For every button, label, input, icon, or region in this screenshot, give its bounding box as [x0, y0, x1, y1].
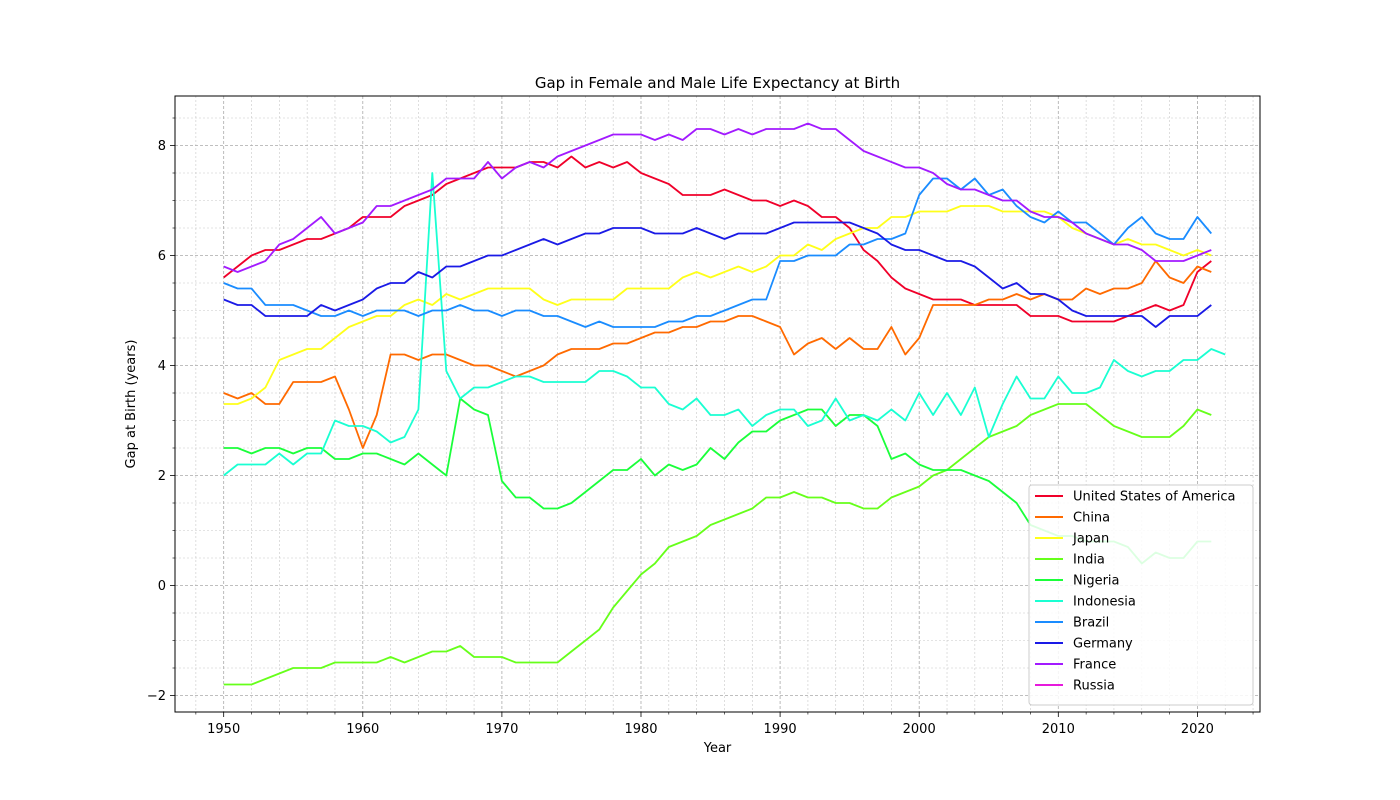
plot-frame [174, 95, 1261, 713]
y-tick-label: −2 [147, 689, 166, 704]
chart-title: Gap in Female and Male Life Expectancy a… [535, 74, 900, 92]
x-tick-label: 2020 [1181, 722, 1214, 737]
y-axis-label: Gap at Birth (years) [124, 340, 139, 469]
legend-label: United States of America [1073, 490, 1235, 505]
legend-label: India [1073, 553, 1105, 568]
legend-label: France [1073, 658, 1116, 673]
legend: United States of America China Japan India N… [1028, 484, 1254, 706]
series-line-3 [223, 403, 1212, 686]
y-tick-label: 6 [158, 249, 166, 264]
series-line-5 [223, 172, 1226, 477]
series-line-0 [223, 155, 1212, 323]
legend-label: Russia [1073, 679, 1115, 694]
x-tick-label: 1960 [346, 722, 379, 737]
legend-label: China [1073, 511, 1110, 526]
legend-label: Indonesia [1073, 595, 1136, 610]
legend-label: Nigeria [1073, 574, 1120, 589]
y-tick-label: 2 [158, 469, 166, 484]
y-tick-label: 8 [158, 139, 166, 154]
x-tick-label: 1970 [485, 722, 518, 737]
legend-box [1028, 484, 1254, 706]
y-tick-label: 0 [158, 579, 166, 594]
series-line-2 [223, 205, 1212, 405]
x-tick-label: 1950 [207, 722, 240, 737]
x-tick-label: 1990 [764, 722, 797, 737]
series-line-7 [223, 221, 1212, 328]
axes: 1950 1960 1970 1980 1990 2000 2010 2020 −2 0 2 4 6 8 [147, 117, 1254, 737]
x-tick-label: 1980 [624, 722, 657, 737]
x-axis-label: Year [703, 741, 732, 756]
legend-label: Germany [1073, 637, 1133, 652]
legend-label: Brazil [1073, 616, 1109, 631]
x-tick-label: 2010 [1042, 722, 1075, 737]
x-tick-label: 2000 [903, 722, 936, 737]
series-line-6 [223, 177, 1212, 328]
series-layer [223, 122, 1226, 686]
y-tick-label: 4 [158, 359, 166, 374]
series-line-8 [223, 122, 1212, 273]
legend-label: Japan [1072, 532, 1109, 547]
